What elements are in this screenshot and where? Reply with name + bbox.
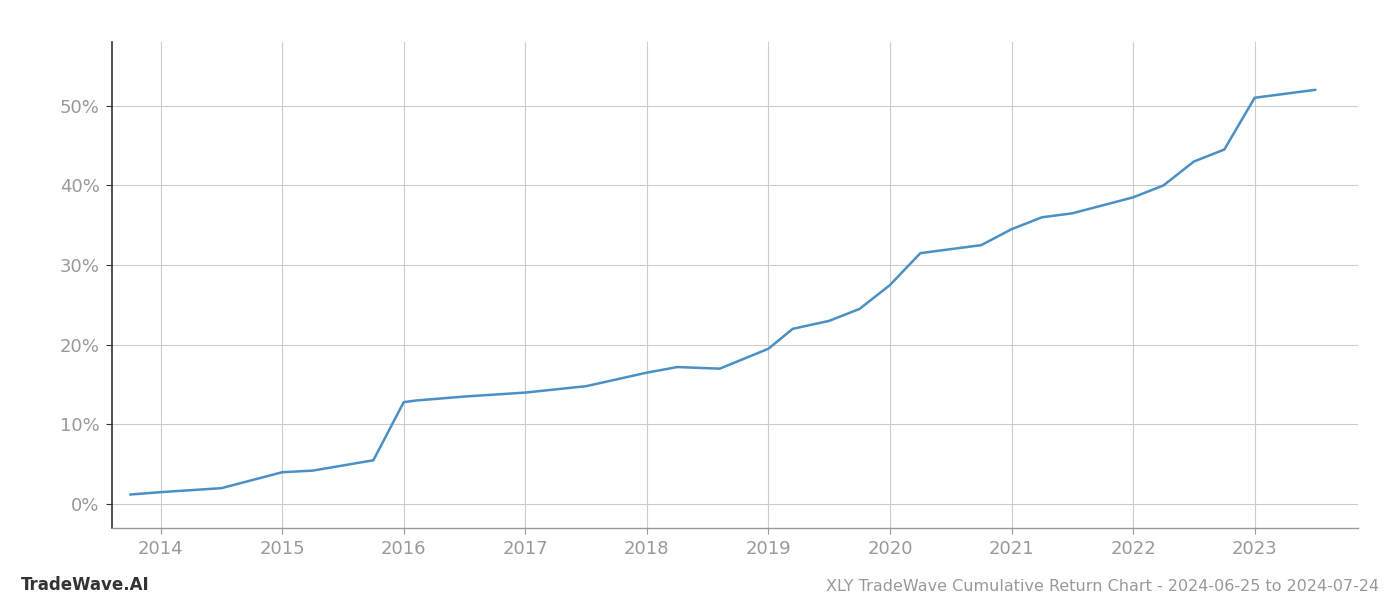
Text: XLY TradeWave Cumulative Return Chart - 2024-06-25 to 2024-07-24: XLY TradeWave Cumulative Return Chart - … bbox=[826, 579, 1379, 594]
Text: TradeWave.AI: TradeWave.AI bbox=[21, 576, 150, 594]
